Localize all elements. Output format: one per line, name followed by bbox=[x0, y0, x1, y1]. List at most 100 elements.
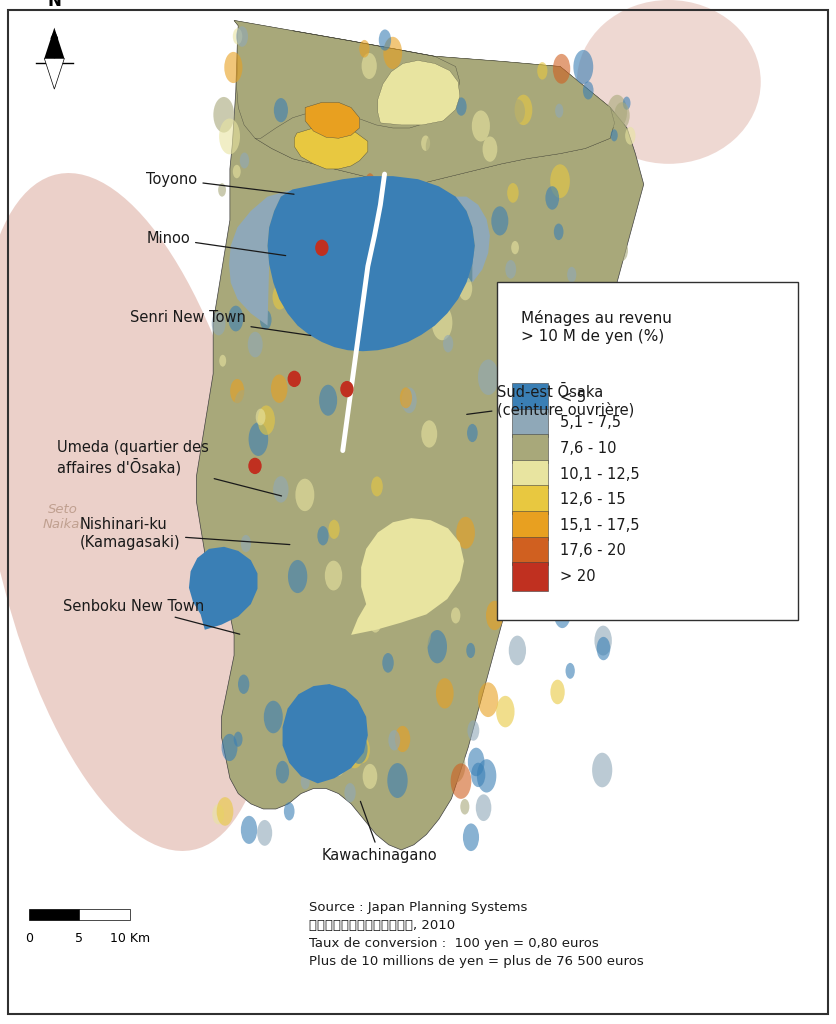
Polygon shape bbox=[44, 28, 64, 58]
Ellipse shape bbox=[567, 267, 576, 283]
Bar bbox=[512, 434, 548, 463]
Ellipse shape bbox=[332, 754, 345, 776]
Ellipse shape bbox=[361, 437, 374, 458]
Ellipse shape bbox=[257, 406, 275, 435]
Ellipse shape bbox=[344, 783, 355, 803]
Ellipse shape bbox=[509, 636, 526, 666]
Ellipse shape bbox=[403, 223, 413, 242]
Ellipse shape bbox=[482, 136, 497, 162]
Ellipse shape bbox=[233, 165, 241, 178]
Ellipse shape bbox=[507, 183, 518, 203]
Ellipse shape bbox=[260, 310, 272, 330]
Ellipse shape bbox=[615, 240, 628, 261]
Bar bbox=[512, 537, 548, 565]
Ellipse shape bbox=[232, 578, 240, 590]
Ellipse shape bbox=[478, 682, 498, 717]
Ellipse shape bbox=[472, 763, 486, 787]
Polygon shape bbox=[229, 189, 293, 326]
Ellipse shape bbox=[594, 626, 612, 655]
Ellipse shape bbox=[423, 189, 438, 216]
Ellipse shape bbox=[553, 223, 563, 240]
Text: 15,1 - 17,5: 15,1 - 17,5 bbox=[560, 518, 640, 532]
Ellipse shape bbox=[594, 449, 603, 464]
Ellipse shape bbox=[594, 316, 606, 336]
Ellipse shape bbox=[234, 731, 242, 746]
Ellipse shape bbox=[212, 804, 224, 824]
Ellipse shape bbox=[284, 802, 294, 820]
Ellipse shape bbox=[514, 94, 533, 125]
Ellipse shape bbox=[311, 290, 325, 314]
Ellipse shape bbox=[553, 54, 570, 84]
Ellipse shape bbox=[623, 96, 630, 110]
Ellipse shape bbox=[295, 478, 314, 511]
Ellipse shape bbox=[476, 795, 492, 821]
Polygon shape bbox=[268, 176, 475, 351]
Bar bbox=[512, 511, 548, 540]
Ellipse shape bbox=[379, 30, 391, 50]
Ellipse shape bbox=[287, 247, 294, 259]
Ellipse shape bbox=[545, 186, 559, 210]
Circle shape bbox=[288, 371, 301, 387]
Ellipse shape bbox=[592, 753, 612, 787]
Ellipse shape bbox=[477, 759, 497, 793]
Text: Senri New Town: Senri New Town bbox=[130, 310, 311, 336]
Ellipse shape bbox=[273, 476, 288, 503]
Ellipse shape bbox=[467, 424, 477, 442]
Ellipse shape bbox=[387, 763, 408, 798]
Bar bbox=[512, 485, 548, 514]
Ellipse shape bbox=[496, 696, 514, 727]
Ellipse shape bbox=[389, 730, 400, 751]
Ellipse shape bbox=[445, 748, 466, 783]
Ellipse shape bbox=[308, 703, 319, 722]
Ellipse shape bbox=[547, 421, 560, 444]
Ellipse shape bbox=[468, 748, 485, 776]
Ellipse shape bbox=[432, 305, 452, 340]
Text: Minoo: Minoo bbox=[146, 231, 286, 256]
Ellipse shape bbox=[421, 420, 437, 447]
Ellipse shape bbox=[241, 90, 259, 121]
Ellipse shape bbox=[451, 607, 461, 624]
Ellipse shape bbox=[236, 27, 248, 47]
Ellipse shape bbox=[426, 134, 441, 160]
Polygon shape bbox=[305, 102, 359, 138]
Ellipse shape bbox=[604, 167, 622, 199]
Ellipse shape bbox=[221, 378, 240, 412]
Ellipse shape bbox=[241, 816, 257, 844]
Ellipse shape bbox=[554, 600, 571, 628]
Ellipse shape bbox=[467, 720, 479, 740]
Ellipse shape bbox=[265, 626, 282, 654]
Ellipse shape bbox=[425, 651, 434, 667]
Text: Toyono: Toyono bbox=[146, 172, 294, 195]
Polygon shape bbox=[255, 31, 614, 184]
Ellipse shape bbox=[577, 0, 761, 164]
Ellipse shape bbox=[240, 153, 249, 169]
Ellipse shape bbox=[410, 615, 431, 651]
Ellipse shape bbox=[420, 592, 426, 604]
Ellipse shape bbox=[318, 526, 329, 546]
Ellipse shape bbox=[319, 385, 337, 416]
Ellipse shape bbox=[538, 62, 548, 80]
Ellipse shape bbox=[228, 305, 243, 332]
Ellipse shape bbox=[573, 50, 594, 84]
Ellipse shape bbox=[526, 356, 538, 377]
Text: 17,6 - 20: 17,6 - 20 bbox=[560, 544, 626, 558]
Text: 10 Km: 10 Km bbox=[110, 932, 150, 945]
Ellipse shape bbox=[357, 217, 365, 231]
Ellipse shape bbox=[443, 335, 453, 352]
Ellipse shape bbox=[518, 311, 532, 334]
Ellipse shape bbox=[550, 164, 570, 198]
Ellipse shape bbox=[610, 565, 627, 594]
Text: 5,1 - 7,5: 5,1 - 7,5 bbox=[560, 416, 621, 430]
Ellipse shape bbox=[505, 260, 516, 279]
Ellipse shape bbox=[359, 40, 370, 57]
Ellipse shape bbox=[586, 508, 593, 520]
Ellipse shape bbox=[458, 247, 479, 283]
Text: Sud-est Ōsaka
(ceinture ouvrière): Sud-est Ōsaka (ceinture ouvrière) bbox=[466, 385, 635, 418]
Ellipse shape bbox=[219, 354, 227, 367]
Ellipse shape bbox=[555, 103, 563, 118]
Ellipse shape bbox=[532, 329, 541, 345]
Polygon shape bbox=[294, 125, 368, 169]
Ellipse shape bbox=[384, 37, 402, 69]
Ellipse shape bbox=[609, 359, 625, 387]
Ellipse shape bbox=[274, 98, 288, 122]
